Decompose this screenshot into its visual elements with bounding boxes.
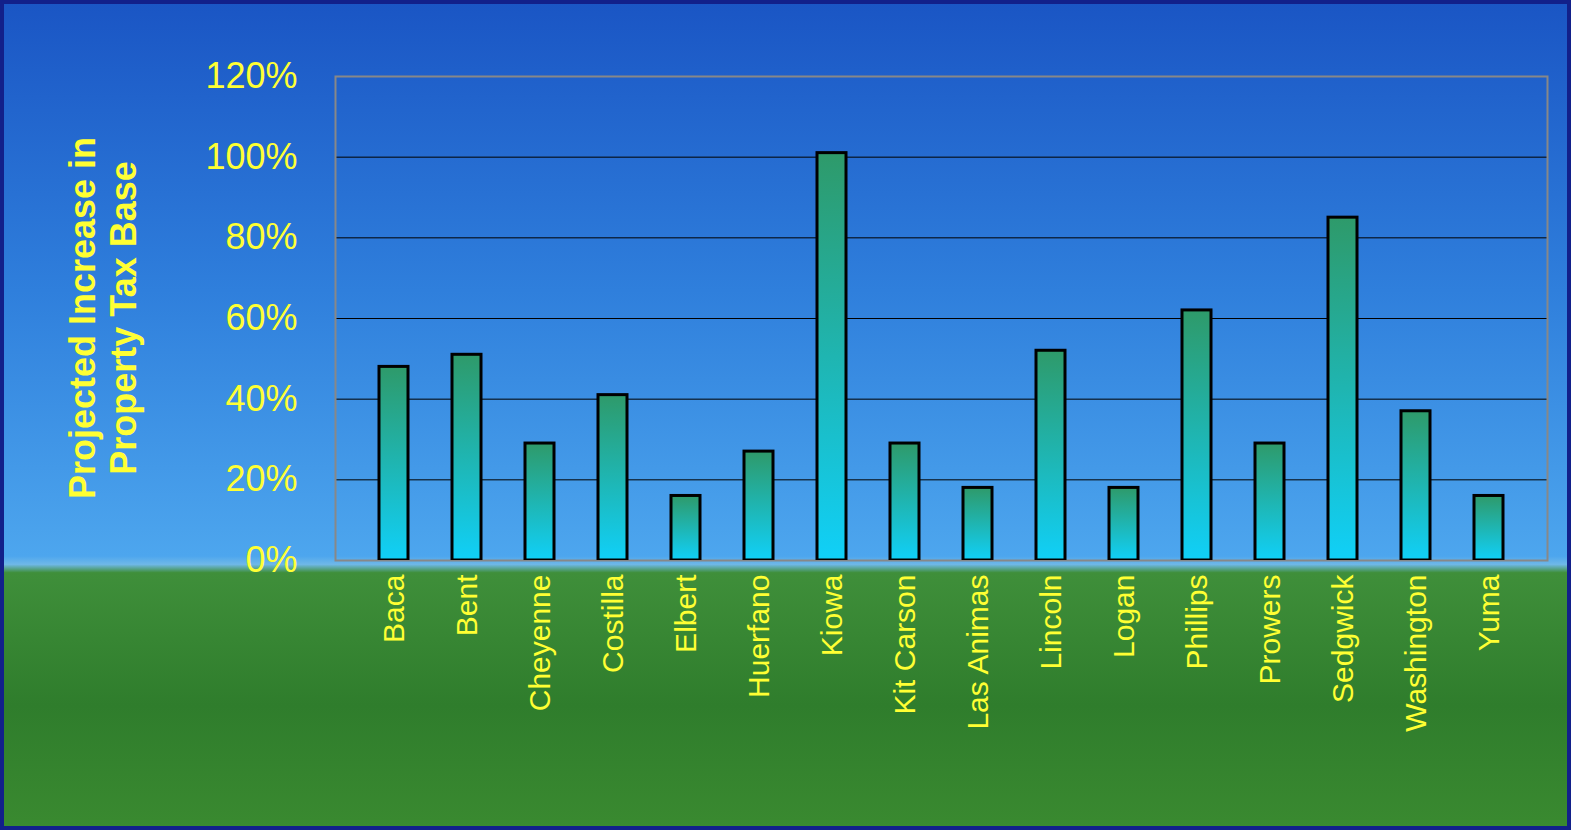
- svg-text:20%: 20%: [225, 458, 297, 499]
- svg-text:Las Animas: Las Animas: [961, 575, 994, 730]
- svg-text:40%: 40%: [225, 378, 297, 419]
- svg-text:Lincoln: Lincoln: [1034, 575, 1067, 670]
- svg-text:Projected Increase inProperty: Projected Increase inProperty Tax Base: [62, 137, 144, 499]
- svg-text:100%: 100%: [205, 136, 297, 177]
- svg-text:Sedgwick: Sedgwick: [1326, 574, 1359, 703]
- svg-text:Yuma: Yuma: [1472, 574, 1505, 651]
- svg-text:Cheyenne: Cheyenne: [523, 575, 556, 712]
- svg-text:Elbert: Elbert: [669, 574, 702, 653]
- svg-text:0%: 0%: [245, 539, 297, 580]
- svg-text:Prowers: Prowers: [1253, 575, 1286, 685]
- svg-text:Phillips: Phillips: [1180, 575, 1213, 670]
- svg-text:Bent: Bent: [450, 574, 483, 636]
- svg-text:Logan: Logan: [1107, 575, 1140, 658]
- svg-text:Kit Carson: Kit Carson: [888, 575, 921, 715]
- svg-text:Kiowa: Kiowa: [815, 574, 848, 656]
- svg-text:120%: 120%: [205, 55, 297, 96]
- svg-text:80%: 80%: [225, 216, 297, 257]
- svg-text:60%: 60%: [225, 297, 297, 338]
- svg-text:Huerfano: Huerfano: [742, 575, 775, 698]
- svg-text:Baca: Baca: [377, 574, 410, 643]
- svg-text:Washington: Washington: [1399, 575, 1432, 732]
- svg-text:Costilla: Costilla: [596, 574, 629, 673]
